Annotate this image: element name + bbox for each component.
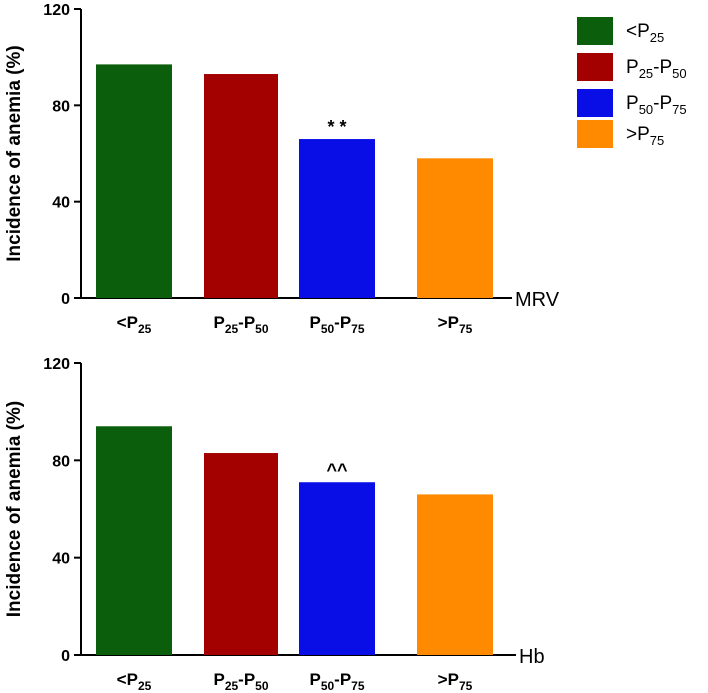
y-tick-label: 40 <box>52 195 70 212</box>
x-axis-name: Hb <box>519 646 545 668</box>
bar <box>204 74 278 299</box>
x-tick-label: P50-P75 <box>309 670 364 693</box>
legend-swatch <box>577 89 613 117</box>
bar <box>299 139 375 298</box>
bar <box>96 426 172 655</box>
significance-annotation: * * <box>327 117 346 137</box>
y-axis-title: Incidence of anemia (%) <box>4 401 25 617</box>
y-tick-label: 40 <box>52 551 70 568</box>
y-axis-title: Incidence of anemia (%) <box>4 45 25 261</box>
bar <box>417 494 493 655</box>
x-tick-label: >P75 <box>438 313 473 336</box>
legend-swatch <box>577 53 613 81</box>
y-tick-label: 80 <box>52 98 70 115</box>
y-tick-label: 0 <box>61 648 70 665</box>
bar <box>417 158 493 298</box>
legend-swatch <box>577 17 613 45</box>
bar <box>299 482 375 655</box>
x-tick-label: P50-P75 <box>309 313 364 336</box>
y-tick-label: 120 <box>43 356 70 373</box>
bar <box>96 64 172 299</box>
y-tick-label: 0 <box>61 291 70 308</box>
legend-label: <P25 <box>626 21 664 45</box>
x-tick-label: P25-P50 <box>213 670 268 693</box>
legend-label: >P75 <box>626 124 664 148</box>
bar <box>204 453 278 655</box>
y-tick-label: 120 <box>43 2 70 19</box>
y-tick-label: 80 <box>52 453 70 470</box>
chart-panel-1: 0 40 80 120 Incidence of anemia (%) MRV <P25 P2… <box>4 2 560 336</box>
x-tick-label: P25-P50 <box>213 313 268 336</box>
x-tick-label: >P75 <box>438 670 473 693</box>
legend: <P25 P25-P50 P50-P75 >P75 <box>577 17 687 148</box>
x-axis-name: MRV <box>515 289 560 311</box>
legend-label: P50-P75 <box>626 93 687 117</box>
chart-panel-2: 0 40 80 120 Incidence of anemia (%) Hb <P25 P25… <box>4 356 545 693</box>
x-tick-label: <P25 <box>117 313 152 336</box>
significance-annotation: ^^ <box>326 460 348 480</box>
legend-label: P25-P50 <box>626 57 687 81</box>
legend-swatch <box>577 120 613 148</box>
x-tick-label: <P25 <box>117 670 152 693</box>
